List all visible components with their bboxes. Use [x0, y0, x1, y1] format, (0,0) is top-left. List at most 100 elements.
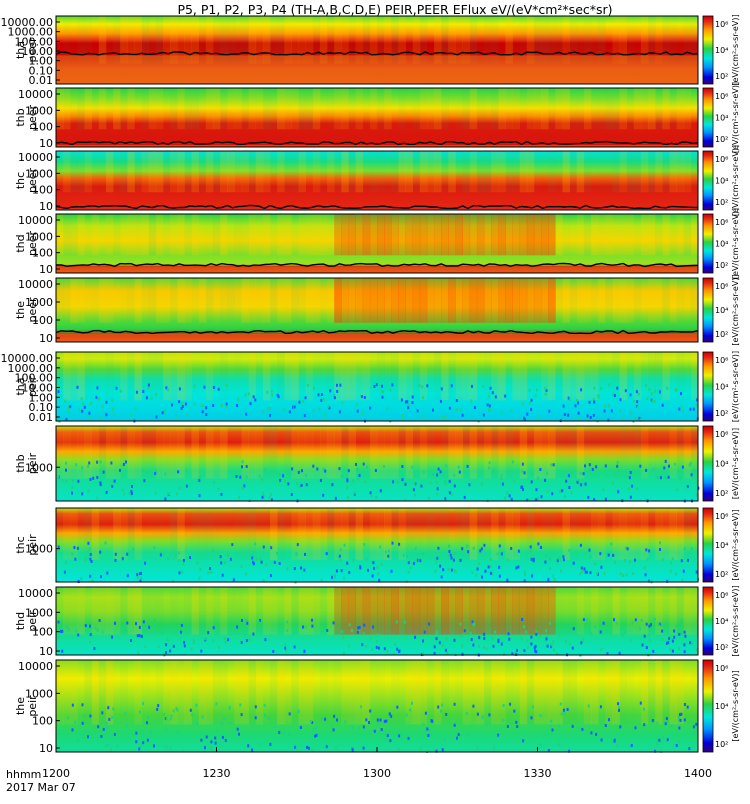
texture-column: [405, 278, 413, 323]
texture-column: [541, 16, 549, 64]
noise-speck: [71, 479, 74, 483]
texture-column: [476, 660, 485, 725]
noise-speck: [680, 559, 683, 563]
noise-speck: [201, 404, 204, 407]
texture-column: [77, 426, 85, 479]
texture-column: [412, 426, 421, 479]
noise-speck: [580, 641, 583, 645]
texture-column: [284, 587, 292, 635]
noise-speck: [537, 542, 540, 546]
noise-speck: [375, 645, 378, 649]
texture-column: [391, 151, 399, 193]
texture-column: [548, 16, 556, 64]
texture-column: [205, 426, 214, 479]
noise-speck: [449, 553, 452, 557]
noise-speck: [376, 718, 379, 722]
noise-speck: [165, 386, 168, 390]
texture-column: [341, 660, 349, 725]
noise-speck: [534, 649, 537, 653]
texture-column: [170, 587, 178, 635]
texture-column: [320, 151, 328, 192]
noise-speck: [535, 650, 538, 654]
colorbar-tick-label: 10²: [715, 409, 728, 418]
noise-speck: [247, 392, 250, 396]
noise-speck: [586, 618, 589, 622]
noise-speck: [654, 389, 657, 393]
noise-speck: [488, 404, 491, 408]
texture-column: [170, 508, 178, 560]
texture-column: [419, 587, 428, 635]
texture-column: [148, 214, 157, 256]
texture-column: [234, 508, 242, 560]
noise-speck: [176, 730, 179, 734]
texture-column: [640, 660, 649, 725]
texture-column: [555, 426, 563, 479]
texture-column: [262, 587, 271, 635]
texture-column: [520, 508, 528, 560]
noise-speck: [678, 632, 681, 636]
noise-speck: [546, 644, 549, 648]
texture-column: [583, 88, 592, 130]
noise-speck: [75, 629, 78, 633]
noise-speck: [676, 488, 679, 492]
noise-speck: [371, 574, 374, 578]
colorbar-label: [eV/(cm²-s-sr-eV)]: [731, 208, 740, 279]
texture-column: [405, 352, 413, 401]
texture-column: [291, 352, 299, 401]
noise-speck: [111, 635, 113, 639]
texture-column: [384, 587, 392, 635]
texture-column: [491, 151, 499, 193]
texture-column: [298, 16, 306, 64]
y-tick-label: 10000: [18, 587, 53, 600]
noise-speck: [123, 492, 126, 496]
noise-speck: [380, 728, 383, 731]
noise-speck: [695, 722, 698, 726]
panel-stack: 10000.001000.00100.0010.001.000.100.01th…: [1, 14, 741, 755]
noise-speck: [470, 399, 473, 403]
noise-speck: [377, 721, 380, 725]
texture-column: [648, 278, 656, 323]
noise-speck: [634, 558, 636, 562]
noise-speck: [227, 553, 229, 557]
texture-column: [348, 214, 356, 256]
noise-speck: [155, 393, 157, 396]
texture-column: [305, 278, 314, 323]
texture-column: [676, 426, 685, 479]
texture-column: [527, 426, 535, 479]
noise-speck: [164, 727, 167, 731]
texture-column: [155, 278, 164, 323]
noise-speck: [616, 464, 619, 468]
noise-speck: [419, 747, 422, 751]
texture-column: [669, 151, 677, 193]
noise-speck: [686, 485, 689, 489]
noise-speck: [355, 403, 358, 407]
texture-column: [412, 587, 421, 635]
noise-speck: [355, 463, 357, 466]
noise-speck: [636, 400, 639, 404]
noise-speck: [385, 719, 388, 723]
noise-speck: [632, 572, 635, 576]
texture-column: [170, 660, 178, 725]
noise-speck: [529, 549, 532, 553]
noise-speck: [513, 709, 516, 713]
texture-column: [577, 508, 585, 560]
texture-column: [626, 587, 635, 635]
panel-label: peir: [26, 695, 39, 717]
noise-speck: [270, 498, 273, 502]
noise-speck: [81, 721, 84, 725]
noise-speck: [436, 631, 438, 635]
texture-column: [419, 151, 428, 193]
noise-speck: [92, 476, 95, 480]
noise-speck: [690, 642, 693, 646]
texture-column: [255, 88, 264, 130]
noise-speck: [572, 561, 575, 565]
texture-column: [241, 508, 249, 560]
noise-speck: [437, 467, 440, 471]
texture-column: [598, 508, 606, 560]
noise-speck: [66, 625, 69, 629]
texture-column: [519, 587, 528, 635]
noise-speck: [511, 460, 514, 464]
noise-speck: [560, 569, 563, 573]
noise-speck: [284, 646, 287, 650]
noise-speck: [558, 742, 561, 746]
